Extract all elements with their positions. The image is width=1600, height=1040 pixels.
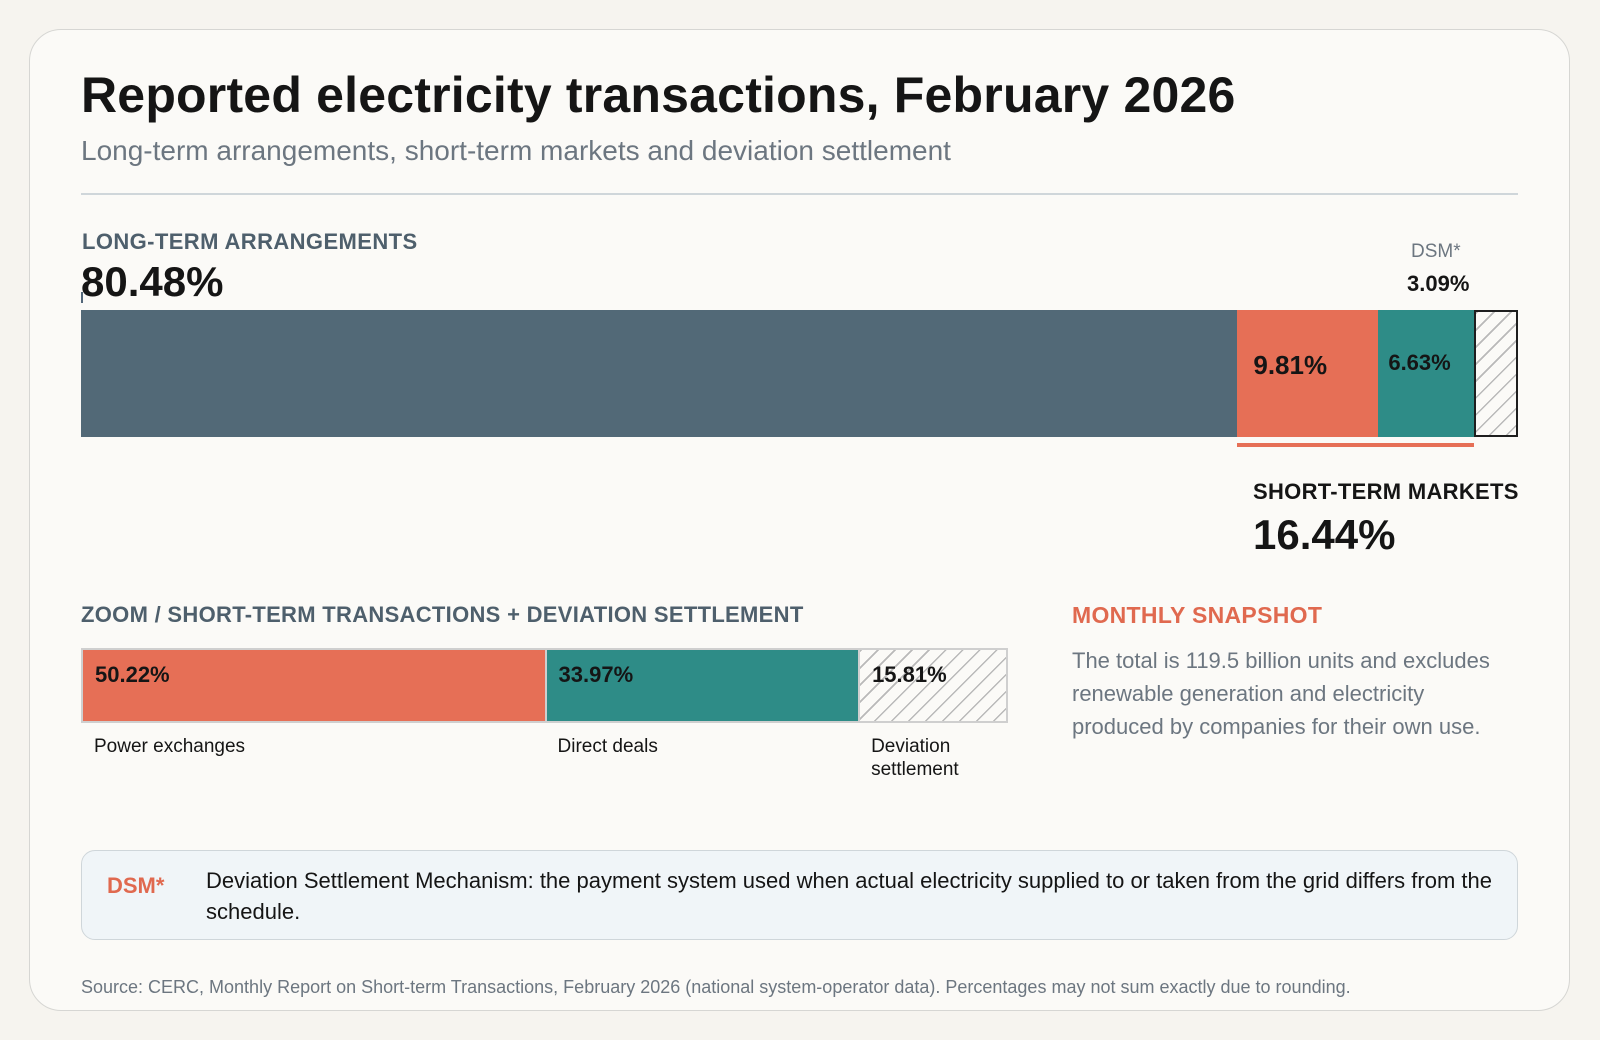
dsm-note-key: DSM* — [107, 873, 165, 898]
dsm-note: DSM* Deviation Settlement Mechanism: the… — [81, 850, 1518, 940]
zoom-caption-power-exchanges: Power exchanges — [94, 736, 246, 757]
zoom-segment-deviation-settlement — [860, 650, 1006, 721]
short-term-bracket — [1237, 443, 1474, 447]
title-divider — [81, 193, 1518, 195]
bar-label-power-exchanges: 9.81% — [1253, 350, 1328, 380]
zoom-label-power-exchanges: 50.22% — [95, 662, 170, 687]
dsm-label: DSM* — [1411, 241, 1461, 262]
source-note: Source: CERC, Monthly Report on Short-te… — [81, 977, 1351, 997]
chart-subtitle: Long-term arrangements, short-term marke… — [81, 135, 951, 166]
zoom-segment-power-exchanges — [83, 650, 547, 721]
chart-title: Reported electricity transactions, Febru… — [81, 67, 1236, 123]
bar-label-direct-deals: 6.63% — [1388, 350, 1451, 375]
zoom-label-deviation-settlement: 15.81% — [872, 662, 947, 687]
long-term-label: LONG-TERM ARRANGEMENTS — [82, 229, 418, 254]
bar-segment-long-term — [81, 310, 1238, 437]
chart-card — [29, 29, 1570, 1011]
zoom-segment-direct-deals — [546, 650, 861, 721]
zoom-label-direct-deals: 33.97% — [558, 662, 634, 687]
dsm-note-text: Deviation Settlement Mechanism: the paym… — [206, 868, 1492, 924]
short-term-label: SHORT-TERM MARKETS — [1253, 479, 1519, 504]
snapshot-text: The total is 119.5 billion units and exc… — [1072, 648, 1490, 739]
bar-segment-dsm — [1473, 310, 1518, 437]
bar-segment-direct-deals — [1378, 310, 1474, 437]
short-term-value: 16.44% — [1253, 511, 1396, 558]
zoom-title: ZOOM / SHORT-TERM TRANSACTIONS + DEVIATI… — [81, 602, 804, 627]
long-term-value: 80.48% — [81, 258, 224, 305]
bar-segment-power-exchanges — [1237, 310, 1379, 437]
zoom-caption-deviation-settlement: Deviation settlement — [871, 736, 959, 780]
long-term-tick — [81, 292, 83, 303]
zoom-caption-direct-deals: Direct deals — [557, 736, 658, 757]
snapshot-title: MONTHLY SNAPSHOT — [1072, 602, 1323, 628]
zoom-stacked-bar: 50.22% 33.97% 15.81% — [81, 648, 1008, 723]
dsm-value: 3.09% — [1407, 271, 1470, 296]
main-stacked-bar: 9.81% 6.63% — [81, 310, 1518, 437]
